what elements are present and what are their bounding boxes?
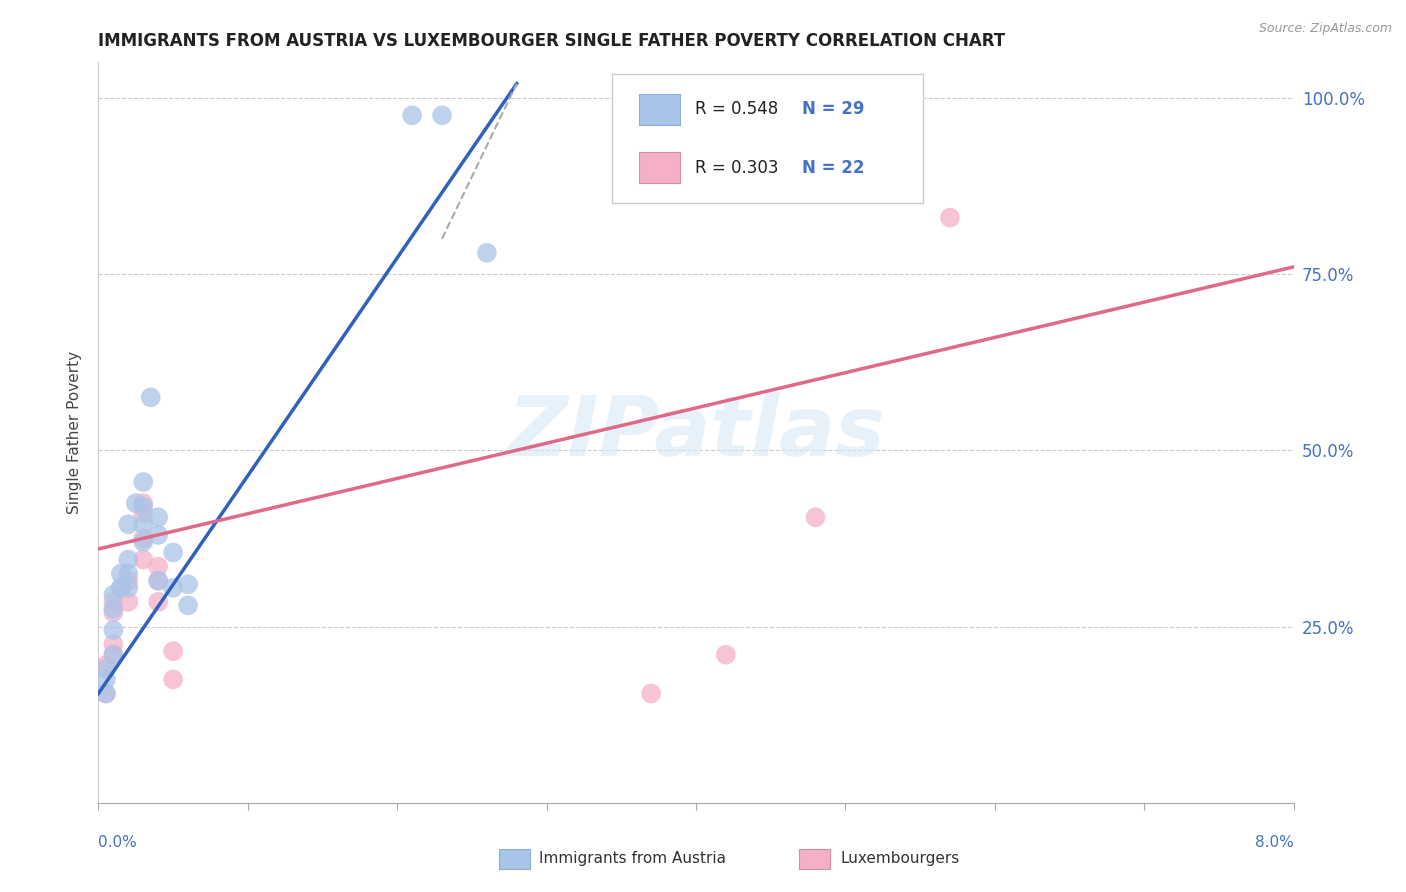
Point xyxy=(132,475,155,489)
Point xyxy=(162,673,184,687)
Point xyxy=(103,637,125,651)
Text: R = 0.303: R = 0.303 xyxy=(695,159,779,177)
Point xyxy=(103,623,125,637)
Point xyxy=(148,510,170,524)
Point xyxy=(132,552,155,566)
Point xyxy=(132,496,155,510)
Point xyxy=(177,599,200,613)
Point xyxy=(177,577,200,591)
Point xyxy=(94,686,117,700)
Text: 0.0%: 0.0% xyxy=(98,836,138,850)
Point xyxy=(103,602,125,616)
Point xyxy=(162,545,184,559)
Point xyxy=(117,517,139,532)
Point xyxy=(139,390,162,404)
Point xyxy=(94,658,117,673)
Point xyxy=(132,507,155,521)
Point xyxy=(103,648,125,662)
Point xyxy=(103,588,125,602)
Point xyxy=(162,644,184,658)
Point xyxy=(94,686,117,700)
Text: Source: ZipAtlas.com: Source: ZipAtlas.com xyxy=(1258,22,1392,36)
Point xyxy=(103,606,125,620)
Point xyxy=(110,581,132,595)
Text: ZIPatlas: ZIPatlas xyxy=(508,392,884,473)
Text: Luxembourgers: Luxembourgers xyxy=(841,851,959,865)
Point xyxy=(148,574,170,588)
Y-axis label: Single Father Poverty: Single Father Poverty xyxy=(67,351,83,514)
Point xyxy=(110,581,132,595)
Point xyxy=(430,108,453,122)
Text: N = 29: N = 29 xyxy=(803,100,865,118)
Point xyxy=(132,535,155,549)
Point xyxy=(94,673,117,687)
Point xyxy=(125,496,148,510)
Point xyxy=(132,532,155,546)
FancyBboxPatch shape xyxy=(638,152,681,183)
Point xyxy=(401,108,423,122)
Point xyxy=(804,510,827,524)
Point xyxy=(148,559,170,574)
Point xyxy=(117,566,139,581)
FancyBboxPatch shape xyxy=(638,94,681,125)
Point xyxy=(117,595,139,609)
Text: 8.0%: 8.0% xyxy=(1254,836,1294,850)
Point xyxy=(110,566,132,581)
Point xyxy=(103,648,125,662)
Point xyxy=(117,574,139,588)
Text: R = 0.548: R = 0.548 xyxy=(695,100,778,118)
Point xyxy=(148,595,170,609)
Point xyxy=(103,595,125,609)
Text: N = 22: N = 22 xyxy=(803,159,865,177)
Text: Immigrants from Austria: Immigrants from Austria xyxy=(538,851,727,865)
Point xyxy=(94,662,117,676)
Point xyxy=(117,581,139,595)
Point xyxy=(148,574,170,588)
Point xyxy=(162,581,184,595)
Point xyxy=(714,648,737,662)
Point xyxy=(132,500,155,514)
Point xyxy=(117,552,139,566)
Text: IMMIGRANTS FROM AUSTRIA VS LUXEMBOURGER SINGLE FATHER POVERTY CORRELATION CHART: IMMIGRANTS FROM AUSTRIA VS LUXEMBOURGER … xyxy=(98,32,1005,50)
Point xyxy=(132,517,155,532)
Point xyxy=(640,686,662,700)
Point xyxy=(939,211,962,225)
FancyBboxPatch shape xyxy=(613,73,922,203)
Point xyxy=(475,245,498,260)
Point xyxy=(148,528,170,542)
